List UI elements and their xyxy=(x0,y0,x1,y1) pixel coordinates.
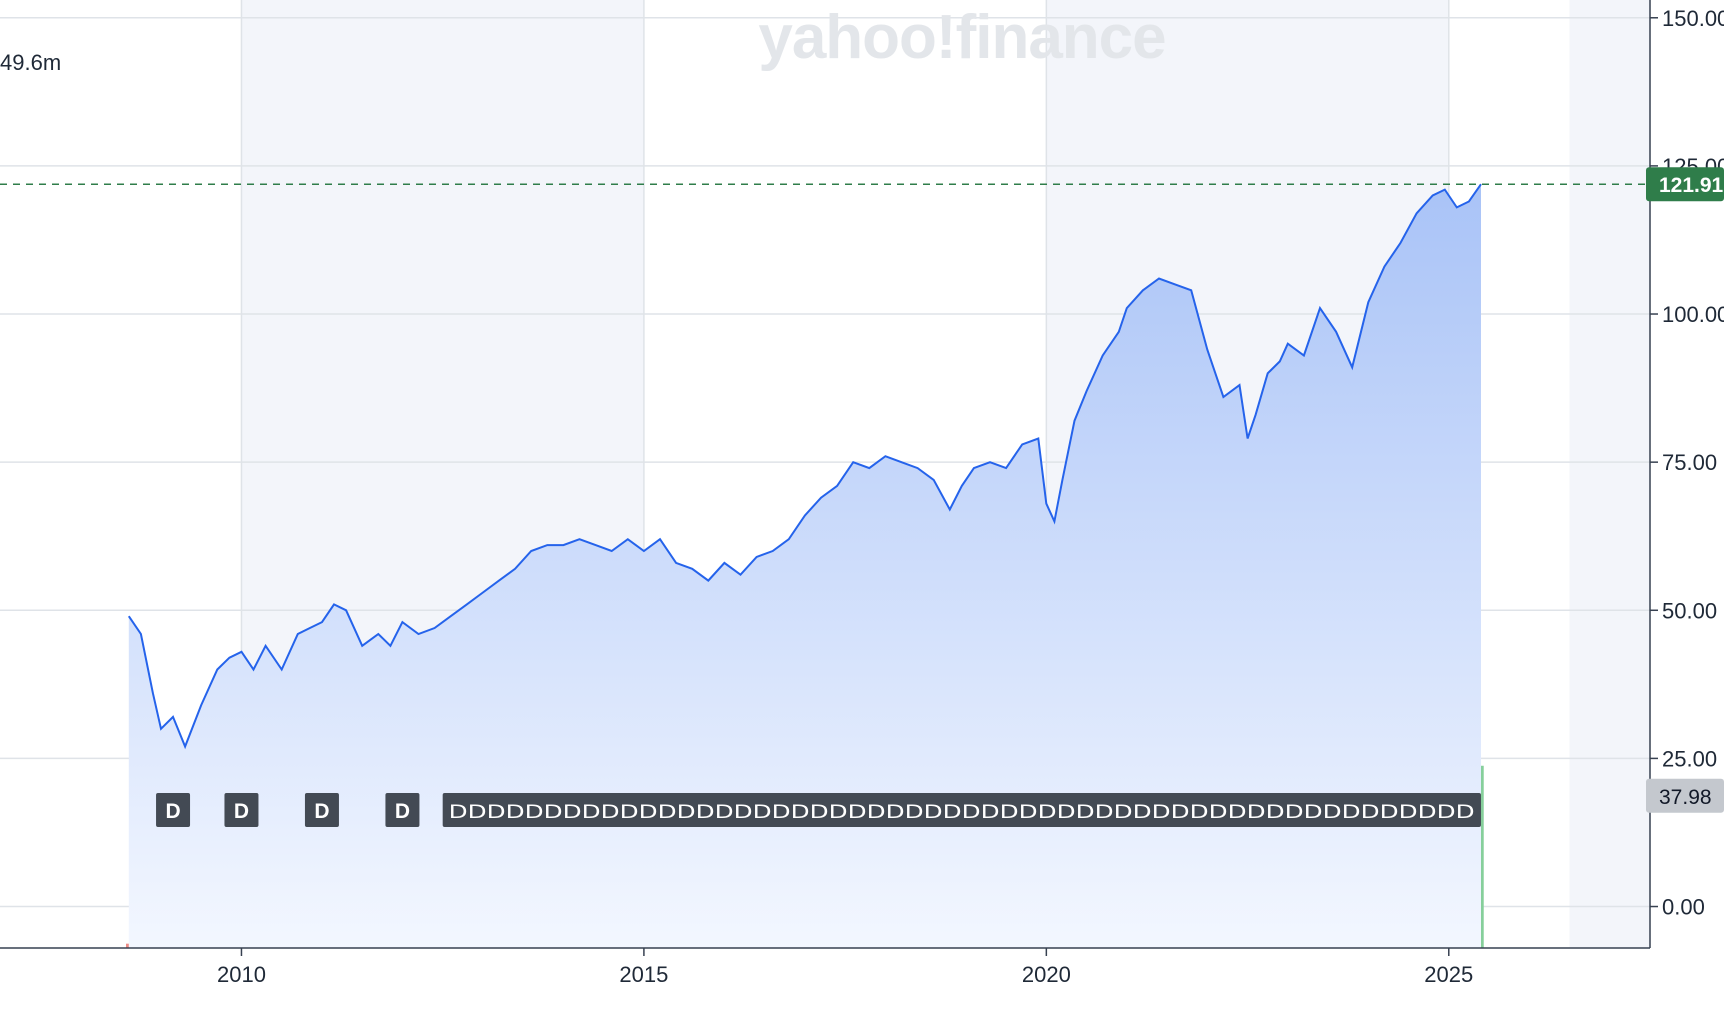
volume-badge: 37.98 xyxy=(1646,778,1724,813)
price-area-fill xyxy=(128,184,1481,948)
y-tick-label: 50.00 xyxy=(1662,598,1717,623)
current-price-badge-text: 121.91 xyxy=(1659,174,1724,197)
price-line[interactable] xyxy=(127,183,1482,750)
y-tick-label: 75.00 xyxy=(1662,450,1717,475)
dividend-badge-3 xyxy=(385,793,420,827)
y-tick-label: 25.00 xyxy=(1662,746,1717,771)
dividend-group-label: DDDDDDDDDDDDDDDDDDDDDDDDDDDDDDDDDDDDDDDD… xyxy=(449,801,1475,823)
volume-max-label: 49.6m xyxy=(0,50,61,75)
dividend-group-badge xyxy=(442,793,1481,827)
volume-badge-text: 37.98 xyxy=(1659,786,1712,809)
y-tick-label: 100.00 xyxy=(1662,302,1724,327)
dividend-badge-label: D xyxy=(395,800,410,823)
dividend-badge-1 xyxy=(224,793,259,827)
y-tick-label: 0.00 xyxy=(1662,895,1705,920)
y-tick-label: 150.00 xyxy=(1662,6,1724,31)
dividend-markers: D D D D DDDDDDDDDDDDDDDDDDDDDDDDDDDDDDDDDDDD… xyxy=(156,793,1481,827)
dividend-badge-label: D xyxy=(165,800,180,823)
dividend-badge-label: D xyxy=(234,800,249,823)
future-band xyxy=(1569,0,1650,948)
dividend-badge-2 xyxy=(304,793,339,827)
dividend-badge-0 xyxy=(156,793,191,827)
yahoo-finance-watermark: yahoo!finance xyxy=(758,3,1165,72)
x-tick-label: 2025 xyxy=(1424,962,1473,987)
dividend-badge-label: D xyxy=(314,800,329,823)
x-axis-ticks: 2010 2015 2020 2025 xyxy=(217,948,1473,987)
volume-bar xyxy=(126,943,132,948)
x-tick-label: 2010 xyxy=(217,962,266,987)
x-tick-label: 2015 xyxy=(619,962,668,987)
x-tick-label: 2020 xyxy=(1022,962,1071,987)
current-price-badge: 121.91 xyxy=(1646,167,1724,202)
